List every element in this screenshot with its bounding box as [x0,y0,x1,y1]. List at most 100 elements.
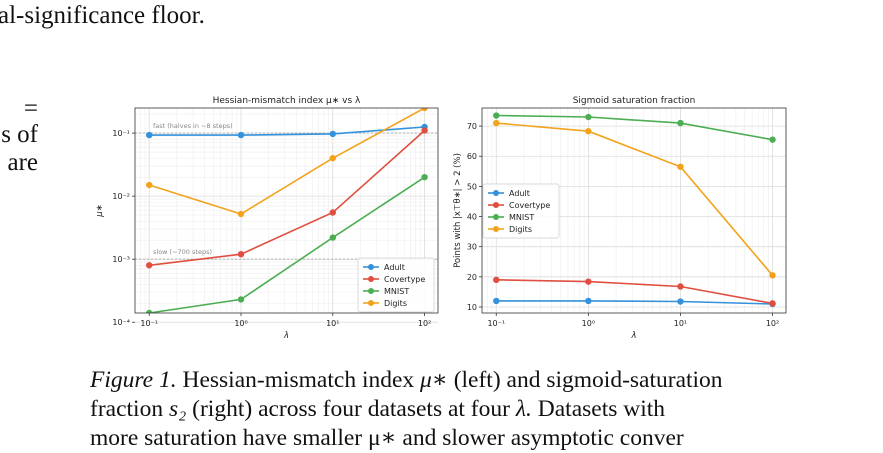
legend-label: Digits [384,299,407,308]
data-point-mnist [146,309,153,313]
x-tick-label: 10¹ [674,319,687,328]
legend-swatch-marker [368,264,374,270]
data-point-adult [146,131,153,139]
y-tick-label: 30 [467,243,477,252]
reference-line-label: fast (halves in ~8 steps) [153,122,233,130]
data-point-digits [769,272,776,279]
x-tick-label: 10² [418,319,431,328]
data-point-mnist [769,136,776,143]
y-tick-label: 50 [467,182,477,191]
caption-text-6: more saturation have smaller μ∗ and slow… [90,425,684,451]
data-point-mnist [585,113,592,121]
legend: Adult Covertype MNIST Digits [357,257,435,313]
data-point-mnist [421,173,428,181]
series-line-mnist [149,176,426,313]
y-tick-label: 10⁻³ [112,255,130,264]
caption-lambda-symbol: λ. [515,396,532,422]
y-tick-label: 10⁻⁴ [112,318,130,327]
legend-swatch-marker [493,226,499,232]
data-point-adult [237,131,245,139]
y-tick-label: 60 [467,152,477,161]
caption-text-3: fraction [90,396,164,422]
data-point-digits [146,181,153,189]
x-tick-label: 10⁻¹ [487,319,505,328]
data-point-mnist [493,112,500,119]
page-text-top-fragment: al-significance floor. [0,2,205,29]
legend-swatch-marker [493,214,499,220]
data-point-covertype [237,250,245,258]
data-point-covertype [585,278,592,285]
data-point-mnist [329,234,336,241]
y-tick-label: 20 [467,273,477,282]
data-point-adult [329,130,336,138]
figure-charts: 10⁻¹ 10⁰ 10¹ 10² 10⁻⁴ 10⁻³ 10⁻² 10⁻¹ fast (halve… [95,96,787,341]
data-point-digits [585,128,592,135]
data-point-digits [237,210,245,218]
series-line-covertype [496,279,773,305]
data-point-covertype [146,262,153,269]
series-line-mnist [496,114,773,141]
caption-text-2: (left) and sigmoid-saturation [453,367,723,393]
legend-swatch-marker [493,202,499,208]
legend-swatch-marker [493,190,499,196]
legend-label: MNIST [384,287,409,296]
caption-s2-symbol: s₂ [168,396,187,422]
series-line-covertype [149,129,426,267]
legend-swatch-marker [368,276,374,282]
series-line-digits [496,122,774,276]
caption-text-1: Hessian-mismatch index [182,367,415,393]
legend-box [482,183,560,239]
legend-swatch-marker [368,300,374,306]
chart-sigmoid-saturation: 10⁻¹ 10⁰ 10¹ 10² 10 20 30 40 50 60 70 Sigmoid satur… [453,96,787,341]
caption-text-4: (right) across four datasets at four [192,396,510,422]
reference-line-label: slow (~700 steps) [153,248,212,256]
page-text-fragment-equals: = [23,95,38,122]
data-point-adult [677,298,684,305]
x-tick-label: 10² [766,319,779,328]
y-tick-label: 10⁻¹ [112,129,130,138]
series-line-adult [149,126,425,136]
legend-label: Adult [384,263,405,272]
y-axis-label: Points with |x⊤θ∗| > 2 (%) [453,153,463,268]
series-group [146,108,428,313]
plot-frame [481,107,787,314]
data-point-covertype [769,300,776,307]
plot-frame [134,107,439,314]
data-point-digits [421,108,428,112]
page-text-fragment-are: are [7,149,38,176]
caption-figure-label: Figure 1. [90,367,177,393]
caption-text-5: Datasets with [537,396,666,422]
y-tick-label: 10 [467,303,477,312]
x-tick-label: 10¹ [326,319,339,328]
legend-label: Adult [509,189,530,198]
data-point-adult [585,297,592,305]
legend-label: Covertype [509,201,550,210]
figure-caption: Figure 1. Hessian-mismatch index μ∗ (lef… [90,366,793,453]
y-tick-label: 10⁻² [112,192,130,201]
x-axis-label: λ [283,331,289,341]
y-tick-label: 40 [467,213,477,222]
caption-mu-symbol: μ∗ [420,367,448,393]
gridlines [135,108,438,323]
data-point-covertype [421,127,428,134]
series-group [493,112,776,308]
data-point-covertype [677,283,684,290]
y-tick-label: 70 [467,122,477,131]
x-tick-label: 10⁰ [582,319,595,328]
data-point-digits [329,154,336,162]
x-tick-label: 10⁰ [234,319,247,328]
data-point-digits [677,163,684,170]
legend: Adult Covertype MNIST Digits [482,183,560,239]
series-line-digits [148,108,425,215]
data-point-mnist [237,296,245,303]
data-point-adult [493,297,500,305]
legend-label: Digits [509,225,532,234]
data-point-covertype [329,209,336,216]
chart-title: Sigmoid saturation fraction [573,96,696,106]
chart-title: Hessian-mismatch index μ∗ vs λ [213,96,361,106]
data-point-mnist [677,119,684,127]
page-text-fragment-s-of: s of [1,121,38,148]
chart-hessian-mismatch: 10⁻¹ 10⁰ 10¹ 10² 10⁻⁴ 10⁻³ 10⁻² 10⁻¹ fast (halve… [95,96,439,341]
legend-label: MNIST [509,213,534,222]
series-line-adult [496,300,773,305]
